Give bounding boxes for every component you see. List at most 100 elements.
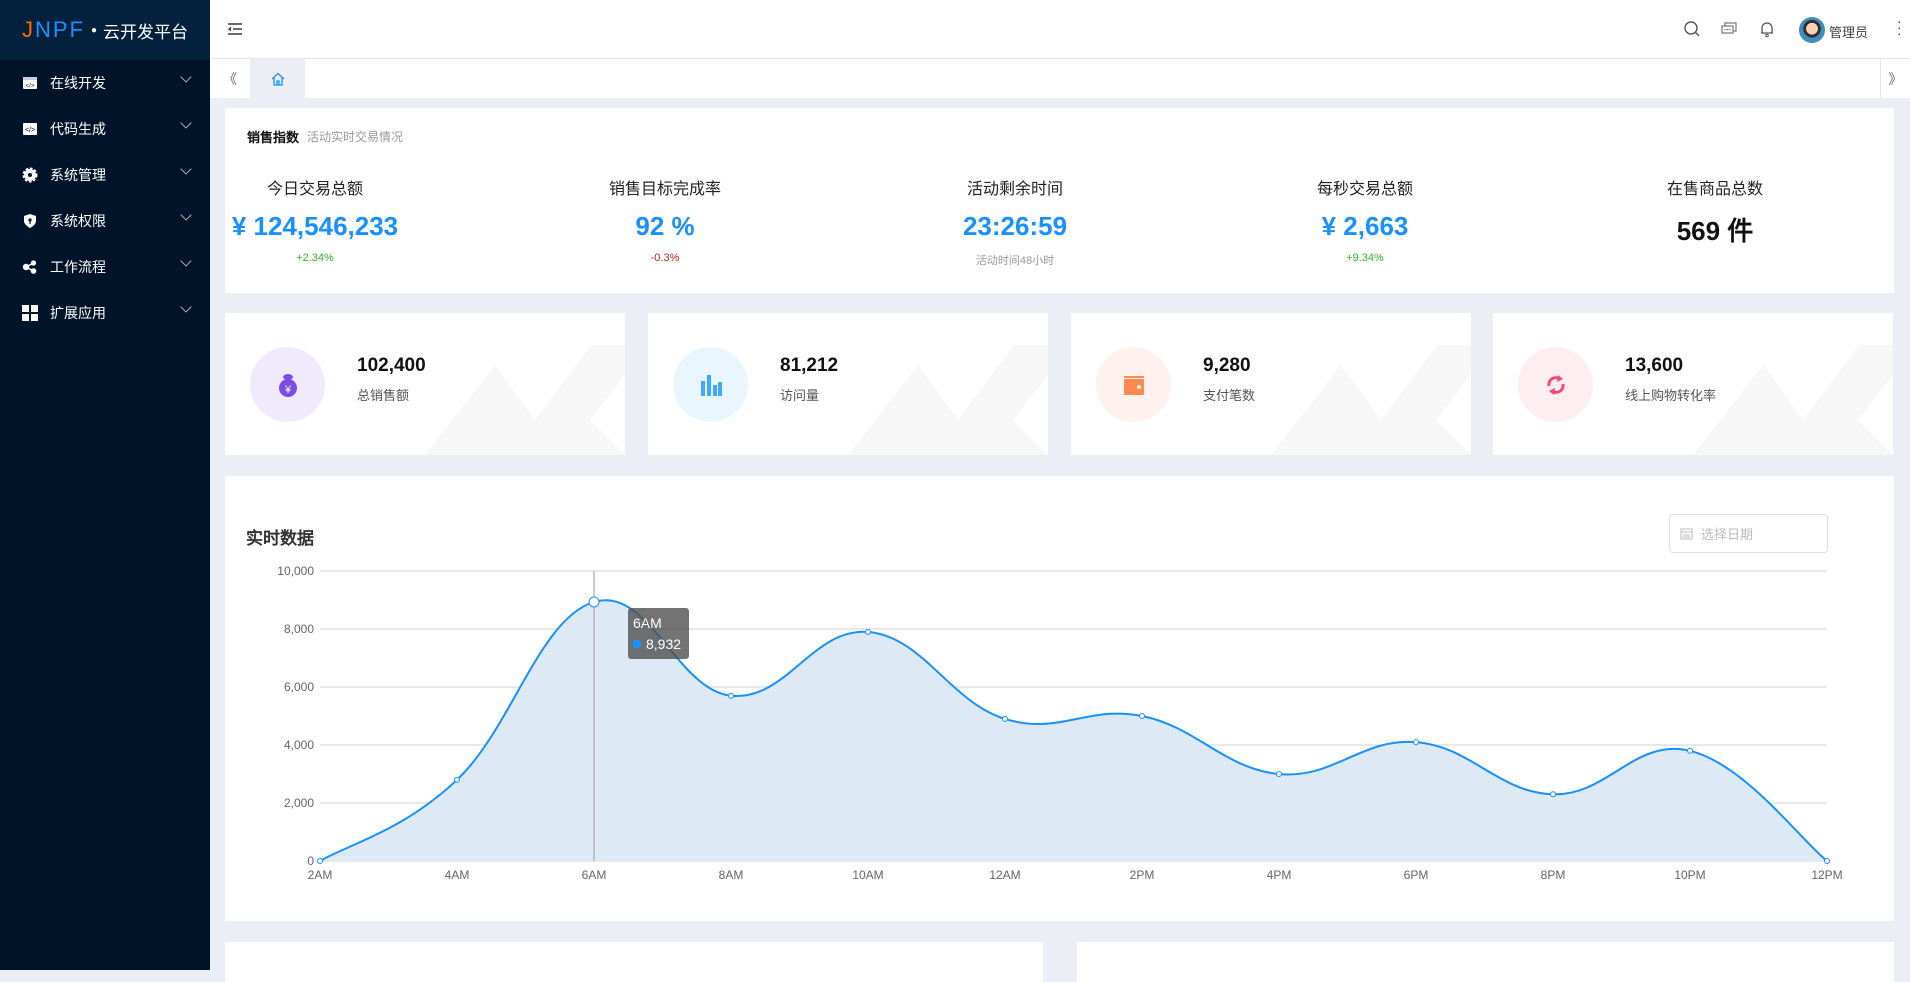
stat-label: 总销售额 [357, 388, 410, 403]
y-tick-label: 2,000 [284, 796, 314, 810]
kpi-value: 569 件 [1676, 216, 1754, 246]
svg-text:¥: ¥ [283, 384, 291, 396]
data-point[interactable] [1413, 739, 1419, 746]
stat-card-0: ¥ 102,400 总销售额 [225, 313, 625, 455]
y-tick-label: 6,000 [284, 680, 314, 694]
stat-card-2: 9,280 支付笔数 [1071, 313, 1471, 455]
kpi-3: 每秒交易总额 ¥ 2,663 +9.34% [1215, 108, 1515, 264]
stat-label: 线上购物转化率 [1625, 388, 1717, 403]
sidebar-item-3[interactable]: 系统权限 [0, 198, 210, 244]
bar-chart-icon [673, 347, 748, 422]
sales-subtitle: 活动实时交易情况 [307, 130, 404, 144]
svg-text:</>: </> [26, 84, 35, 90]
x-tick-label: 10PM [1674, 868, 1705, 882]
data-point[interactable] [1002, 715, 1008, 722]
data-point[interactable] [317, 858, 323, 864]
x-tick-label: 4PM [1267, 868, 1292, 882]
kpi-label: 在售商品总数 [1666, 181, 1763, 198]
money-bag-icon: ¥ [250, 347, 325, 422]
sidebar: JNPF ● 云开发平台 </> 在线开发 </> 代码生成 系统管理 系统权限… [0, 0, 210, 970]
code-icon: </> [22, 121, 38, 137]
bell-icon[interactable] [1758, 20, 1776, 38]
sidebar-item-label: 系统管理 [50, 167, 106, 183]
share-nodes-icon [22, 259, 38, 275]
stat-label: 访问量 [780, 388, 820, 403]
sidebar-item-label: 代码生成 [50, 121, 106, 137]
sidebar-item-0[interactable]: </> 在线开发 [0, 60, 210, 106]
more-icon[interactable]: · · · [1897, 13, 1902, 41]
data-point[interactable] [1550, 791, 1556, 798]
sidebar-item-label: 扩展应用 [50, 305, 106, 321]
sales-index-card: 销售指数 活动实时交易情况 今日交易总额 ¥ 124,546,233 +2.34… [225, 108, 1894, 293]
menu-fold-icon[interactable] [226, 20, 244, 38]
kpi-1: 销售目标完成率 92 % -0.3% [515, 108, 815, 264]
x-tick-label: 12PM [1811, 868, 1842, 882]
series-line [319, 599, 1828, 862]
sidebar-item-5[interactable]: 扩展应用 [0, 290, 210, 336]
x-tick-label: 10AM [852, 868, 883, 882]
data-point[interactable] [1687, 747, 1693, 754]
kpi-value: 23:26:59 [962, 211, 1068, 241]
x-tick-label: 8PM [1541, 868, 1566, 882]
user-name[interactable]: 管理员 [1829, 25, 1869, 40]
message-icon[interactable] [1720, 20, 1738, 38]
data-point[interactable] [1139, 713, 1145, 719]
data-point[interactable] [1276, 771, 1282, 777]
data-point[interactable] [728, 692, 734, 699]
tooltip-category: 6AM [633, 615, 662, 631]
kpi-value: ¥ 124,546,233 [231, 211, 399, 241]
x-tick-label: 6AM [582, 868, 607, 882]
data-point[interactable] [865, 628, 871, 635]
refresh-icon [1518, 347, 1593, 422]
stat-card-3: 13,600 线上购物转化率 [1493, 313, 1893, 455]
sidebar-item-label: 系统权限 [50, 213, 106, 229]
grid-icon [22, 305, 38, 321]
kpi-value: ¥ 2,663 [1321, 211, 1409, 241]
kpi-label: 销售目标完成率 [608, 181, 721, 198]
stat-value: 13,600 [1625, 355, 1684, 376]
sidebar-item-2[interactable]: 系统管理 [0, 152, 210, 198]
wallet-icon [1096, 347, 1171, 422]
kpi-label: 今日交易总额 [266, 181, 363, 198]
data-point[interactable] [1824, 858, 1830, 864]
bottom-left-card [225, 942, 1043, 982]
kpi-sub: -0.3% [650, 252, 680, 264]
decorative-arrow-pattern [848, 345, 1048, 455]
tabs-scroll-right-icon[interactable]: 》 [1880, 59, 1910, 98]
tooltip [628, 608, 689, 659]
y-tick-label: 10,000 [277, 564, 314, 578]
svg-text:</>: </> [25, 127, 35, 134]
realtime-title: 实时数据 [246, 529, 314, 548]
bottom-right-card [1077, 942, 1894, 982]
kpi-sub: +2.34% [296, 252, 334, 264]
decorative-arrow-pattern [1271, 345, 1471, 455]
avatar[interactable] [1799, 17, 1825, 43]
tooltip-value: 8,932 [646, 636, 681, 652]
x-tick-label: 2PM [1130, 868, 1155, 882]
data-point[interactable] [588, 596, 600, 608]
sidebar-item-4[interactable]: 工作流程 [0, 244, 210, 290]
search-icon[interactable] [1683, 20, 1701, 38]
x-tick-label: 4AM [445, 868, 470, 882]
date-placeholder: 选择日期 [1701, 527, 1754, 542]
logo[interactable]: JNPF ● 云开发平台 [0, 0, 210, 60]
kpi-sub: 活动时间48小时 [975, 255, 1055, 267]
tooltip-marker [632, 639, 642, 649]
kpi-sub: +9.34% [1346, 252, 1384, 264]
stat-value: 81,212 [780, 355, 839, 376]
shield-icon [22, 213, 38, 229]
stat-value: 102,400 [357, 355, 426, 376]
tabs-scroll-left-icon[interactable]: 《 [223, 70, 237, 87]
sidebar-item-1[interactable]: </> 代码生成 [0, 106, 210, 152]
data-point[interactable] [454, 776, 460, 783]
x-tick-label: 8AM [719, 868, 744, 882]
kpi-label: 每秒交易总额 [1316, 181, 1413, 198]
date-picker[interactable]: 选择日期 [1669, 514, 1828, 553]
stat-value: 9,280 [1203, 355, 1251, 376]
tab-home[interactable] [250, 59, 305, 98]
kpi-2: 活动剩余时间 23:26:59 活动时间48小时 [865, 108, 1165, 268]
calendar-icon [1680, 528, 1693, 540]
code-window-icon: </> [22, 75, 38, 91]
kpi-label: 活动剩余时间 [966, 181, 1063, 198]
